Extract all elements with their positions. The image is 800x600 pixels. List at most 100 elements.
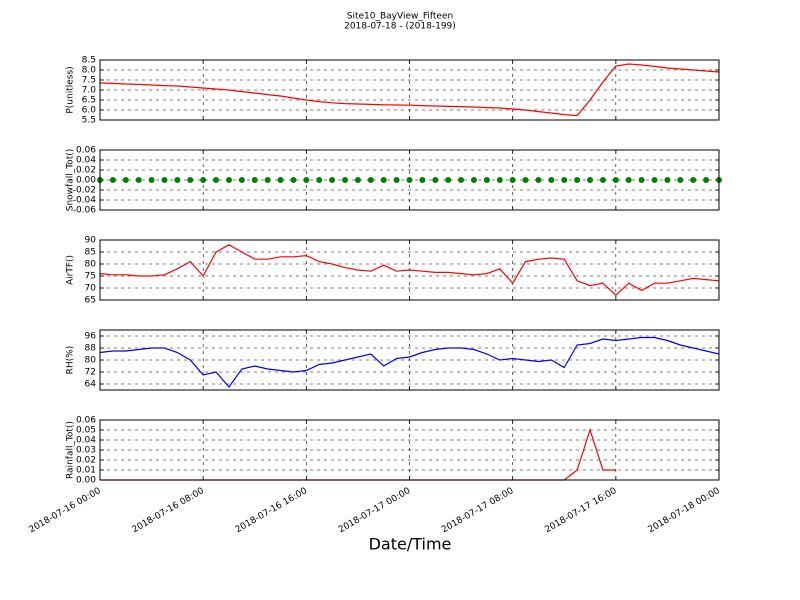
data-point	[225, 177, 232, 183]
data-point	[380, 177, 387, 183]
data-point	[651, 177, 658, 183]
chart-title: Site10_BayView_Fifteen	[347, 12, 453, 22]
y-tick-label: 0.04	[76, 156, 96, 166]
data-point	[251, 177, 258, 183]
x-axis-label: Date/Time	[369, 535, 452, 554]
x-tick-label: 2018-07-17 08:00	[440, 486, 515, 535]
data-point	[329, 177, 336, 183]
data-line	[99, 244, 720, 297]
y-tick-label: -0.02	[73, 186, 96, 196]
data-point	[109, 177, 116, 183]
y-tick-label: 8.5	[82, 56, 96, 66]
data-point	[200, 177, 207, 183]
x-tick-label: 2018-07-16 16:00	[234, 486, 309, 535]
data-point	[432, 177, 439, 183]
data-point	[290, 177, 297, 183]
data-point	[496, 177, 503, 183]
data-point	[342, 177, 349, 183]
y-tick-label: 0.06	[76, 416, 96, 426]
x-tick-label: 2018-07-18 00:00	[647, 486, 722, 535]
y-tick-label: 80	[85, 260, 97, 270]
y-tick-label: -0.04	[73, 196, 97, 206]
data-point	[213, 177, 220, 183]
y-tick-label: 90	[85, 236, 97, 246]
data-point	[690, 177, 697, 183]
x-tick-label: 2018-07-17 00:00	[337, 486, 412, 535]
data-line	[99, 63, 720, 117]
plot-frame	[99, 59, 720, 121]
y-axis-label: Snowfall_Tot()	[66, 149, 76, 212]
y-axis-label: Rainfall_Tot()	[66, 421, 76, 479]
x-tick-label: 2018-07-16 08:00	[131, 486, 206, 535]
data-point	[599, 177, 606, 183]
y-tick-label: 64	[85, 380, 97, 390]
y-tick-label: 75	[85, 272, 96, 282]
y-tick-label: 85	[85, 248, 96, 258]
plot-frame	[99, 419, 720, 481]
y-tick-label: 5.5	[82, 116, 96, 126]
data-point	[161, 177, 168, 183]
data-point	[316, 177, 323, 183]
y-tick-label: 0.06	[76, 146, 96, 156]
y-tick-label: 0.05	[76, 426, 96, 436]
y-tick-label: 96	[85, 332, 97, 342]
y-tick-label: 65	[85, 296, 96, 306]
data-point	[303, 177, 310, 183]
data-point	[470, 177, 477, 183]
data-point	[535, 177, 542, 183]
data-point	[483, 177, 490, 183]
data-point	[587, 177, 594, 183]
data-point	[367, 177, 374, 183]
data-point	[574, 177, 581, 183]
y-tick-label: 0.04	[76, 436, 96, 446]
data-point	[187, 177, 194, 183]
y-tick-label: 88	[85, 344, 97, 354]
y-axis-label: AirTF()	[66, 255, 76, 285]
data-point	[135, 177, 142, 183]
y-tick-label: 70	[85, 284, 97, 294]
y-axis-label: P(unitless)	[66, 66, 76, 113]
y-tick-label: 7.5	[82, 76, 96, 86]
y-axis-label: RH(%)	[66, 346, 76, 375]
x-tick-label: 2018-07-16 00:00	[28, 486, 103, 535]
data-point	[264, 177, 271, 183]
data-point	[238, 177, 245, 183]
data-point	[548, 177, 555, 183]
data-point	[625, 177, 632, 183]
data-point	[277, 177, 284, 183]
data-point	[445, 177, 452, 183]
plot-frame	[99, 329, 720, 391]
data-point	[664, 177, 671, 183]
data-point	[638, 177, 645, 183]
data-point	[354, 177, 361, 183]
data-point	[458, 177, 465, 183]
data-line	[99, 336, 720, 388]
y-tick-label: 0.02	[76, 456, 96, 466]
plot-frame	[99, 149, 720, 211]
data-point	[612, 177, 619, 183]
y-tick-label: 0.00	[76, 176, 96, 186]
data-point	[122, 177, 129, 183]
y-tick-label: 6.0	[82, 106, 97, 116]
data-point	[148, 177, 155, 183]
y-tick-label: 0.03	[76, 446, 96, 456]
y-tick-label: 7.0	[82, 86, 97, 96]
y-tick-label: 72	[85, 368, 96, 378]
chart-subtitle: 2018-07-18 - (2018-199)	[344, 22, 456, 32]
y-tick-label: 6.5	[82, 96, 96, 106]
y-tick-label: 80	[85, 356, 97, 366]
data-point	[174, 177, 181, 183]
data-point	[509, 177, 516, 183]
data-point	[677, 177, 684, 183]
data-point	[522, 177, 529, 183]
data-point	[703, 177, 710, 183]
y-tick-label: 0.02	[76, 166, 96, 176]
data-point	[419, 177, 426, 183]
y-tick-label: -0.06	[73, 206, 97, 216]
data-point	[393, 177, 400, 183]
y-tick-label: 0.01	[76, 466, 96, 476]
data-line	[100, 428, 616, 481]
y-tick-label: 8.0	[82, 66, 97, 76]
plot-frame	[99, 239, 720, 301]
